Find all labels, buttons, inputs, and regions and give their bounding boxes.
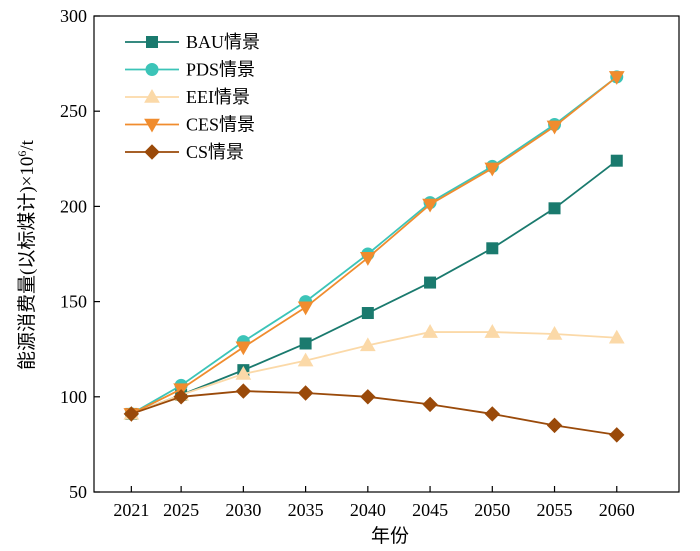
legend-marker [146, 36, 158, 48]
data-point [484, 406, 501, 422]
legend-marker [144, 118, 160, 133]
x-tick-label: 2025 [163, 500, 199, 520]
x-tick-label: 2030 [225, 500, 261, 520]
x-tick-label: 2045 [412, 500, 448, 520]
y-tick-label: 50 [69, 482, 87, 502]
y-tick-label: 200 [60, 196, 87, 216]
data-point [548, 202, 561, 215]
legend-label: EEI情景 [186, 87, 250, 107]
series-4 [123, 383, 625, 443]
legend-marker [144, 88, 160, 103]
legend-label: BAU情景 [186, 32, 260, 52]
data-point [361, 307, 374, 320]
data-point [608, 329, 625, 344]
data-point [422, 396, 438, 413]
data-point [546, 417, 563, 434]
legend-label: CS情景 [186, 142, 244, 162]
data-point [235, 341, 252, 356]
data-point [546, 325, 563, 340]
data-point [608, 71, 625, 85]
x-tick-label: 2035 [288, 500, 324, 520]
y-tick-label: 150 [60, 292, 87, 312]
x-tick-label: 2055 [537, 500, 573, 520]
x-axis-label: 年份 [371, 525, 409, 547]
data-point [609, 427, 625, 443]
data-point [297, 352, 314, 367]
y-axis-label: 能源消费量(以标煤计)×106/t [15, 139, 38, 370]
data-point [546, 120, 563, 135]
y-axis-label-main: 能源消费量(以标煤计)×10 [16, 157, 38, 370]
data-point [359, 337, 376, 352]
svg-text:能源消费量(以标煤计)×106/t: 能源消费量(以标煤计)×106/t [15, 139, 38, 370]
y-tick-label: 100 [60, 387, 87, 407]
series-line [131, 159, 618, 415]
legend-label: PDS情景 [186, 60, 255, 80]
y-tick-label: 300 [60, 6, 87, 26]
y-axis-label-exponent: 6 [15, 151, 29, 157]
legend: BAU情景 PDS情景 EEI情景 CES情景 CS情景 [125, 32, 260, 162]
data-point [484, 324, 501, 338]
data-point [235, 365, 252, 380]
legend-marker [144, 144, 160, 160]
x-tick-label: 2050 [474, 500, 510, 520]
x-tick-label: 2021 [113, 500, 149, 520]
data-point [360, 389, 376, 405]
data-point [484, 162, 501, 177]
x-tick-label: 2060 [599, 500, 635, 520]
data-point [424, 276, 437, 289]
data-point [235, 383, 252, 399]
data-point [359, 252, 376, 266]
series-0 [125, 154, 623, 420]
data-point [297, 385, 314, 401]
data-point [422, 198, 438, 213]
data-point [123, 406, 140, 422]
data-point [297, 301, 314, 316]
legend-label: CES情景 [186, 115, 255, 135]
y-tick-label: 250 [60, 101, 87, 121]
data-point [610, 154, 623, 167]
y-axis-label-unit: /t [17, 139, 38, 150]
plot-frame [93, 15, 680, 493]
data-point [422, 324, 438, 338]
data-point [486, 242, 499, 255]
legend-marker [145, 63, 159, 76]
data-point [299, 337, 312, 350]
x-tick-label: 2040 [350, 500, 386, 520]
data-point [173, 389, 189, 405]
